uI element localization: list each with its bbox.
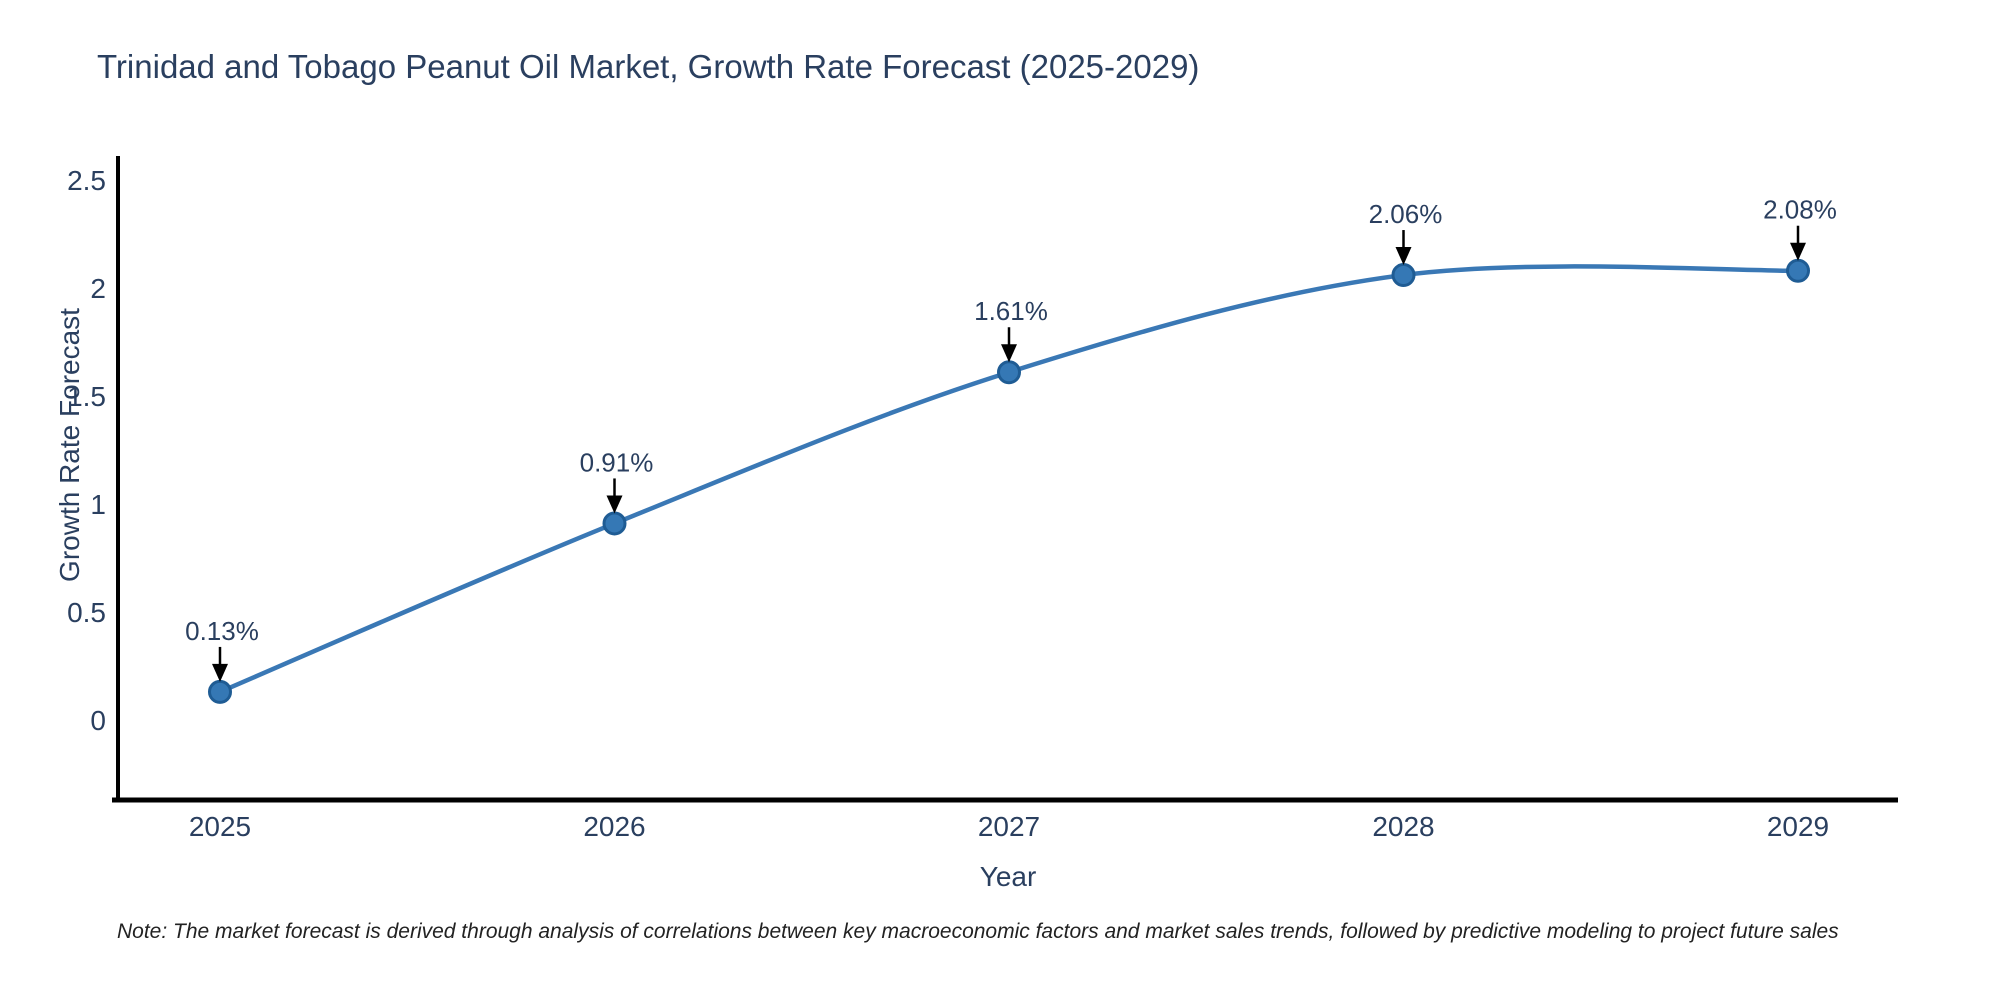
data-point-2027[interactable] [997,360,1021,385]
line-series [208,258,1810,704]
y-tick-label: 0 [90,705,106,736]
annotation-arrowhead-icon [1001,344,1017,363]
x-tick-label: 2026 [583,811,645,842]
y-tick-label: 1 [90,489,106,520]
data-point-2026[interactable] [602,511,627,536]
annotation-label-2028: 2.06% [1369,199,1443,229]
y-tick-label: 0.5 [67,597,106,628]
x-tick-label: 2029 [1767,811,1829,842]
annotation-label-2026: 0.91% [580,447,654,477]
annotation-arrowhead-icon [606,495,623,514]
tick-labels: 0 0.5 1 1.5 2 2.5 2025 2026 2027 2028 2029 [67,165,1829,842]
x-tick-label: 2028 [1372,811,1434,842]
axes [112,156,1898,803]
x-axis-title: Year [979,861,1037,892]
data-point-2029[interactable] [1786,258,1810,283]
y-tick-label: 1.5 [67,381,106,412]
y-tick-label: 2.5 [67,165,106,196]
footnote: Note: The market forecast is derived thr… [117,920,1839,943]
annotations: 0.13% 0.91% 1.61% 2.06% 2.08% [185,195,1837,682]
chart-title: Trinidad and Tobago Peanut Oil Market, G… [97,48,1200,85]
data-point-2028[interactable] [1391,263,1416,288]
annotation-arrowhead-icon [1790,242,1806,261]
x-tick-label: 2027 [978,811,1040,842]
annotation-arrowhead-icon [212,663,228,682]
y-tick-label: 2 [90,273,106,304]
annotation-arrowhead-icon [1395,247,1412,266]
data-point-2025[interactable] [208,679,232,704]
annotation-label-2027: 1.61% [974,296,1048,326]
annotation-label-2025: 0.13% [185,616,259,646]
x-tick-label: 2025 [189,811,251,842]
annotation-label-2029: 2.08% [1763,195,1837,225]
